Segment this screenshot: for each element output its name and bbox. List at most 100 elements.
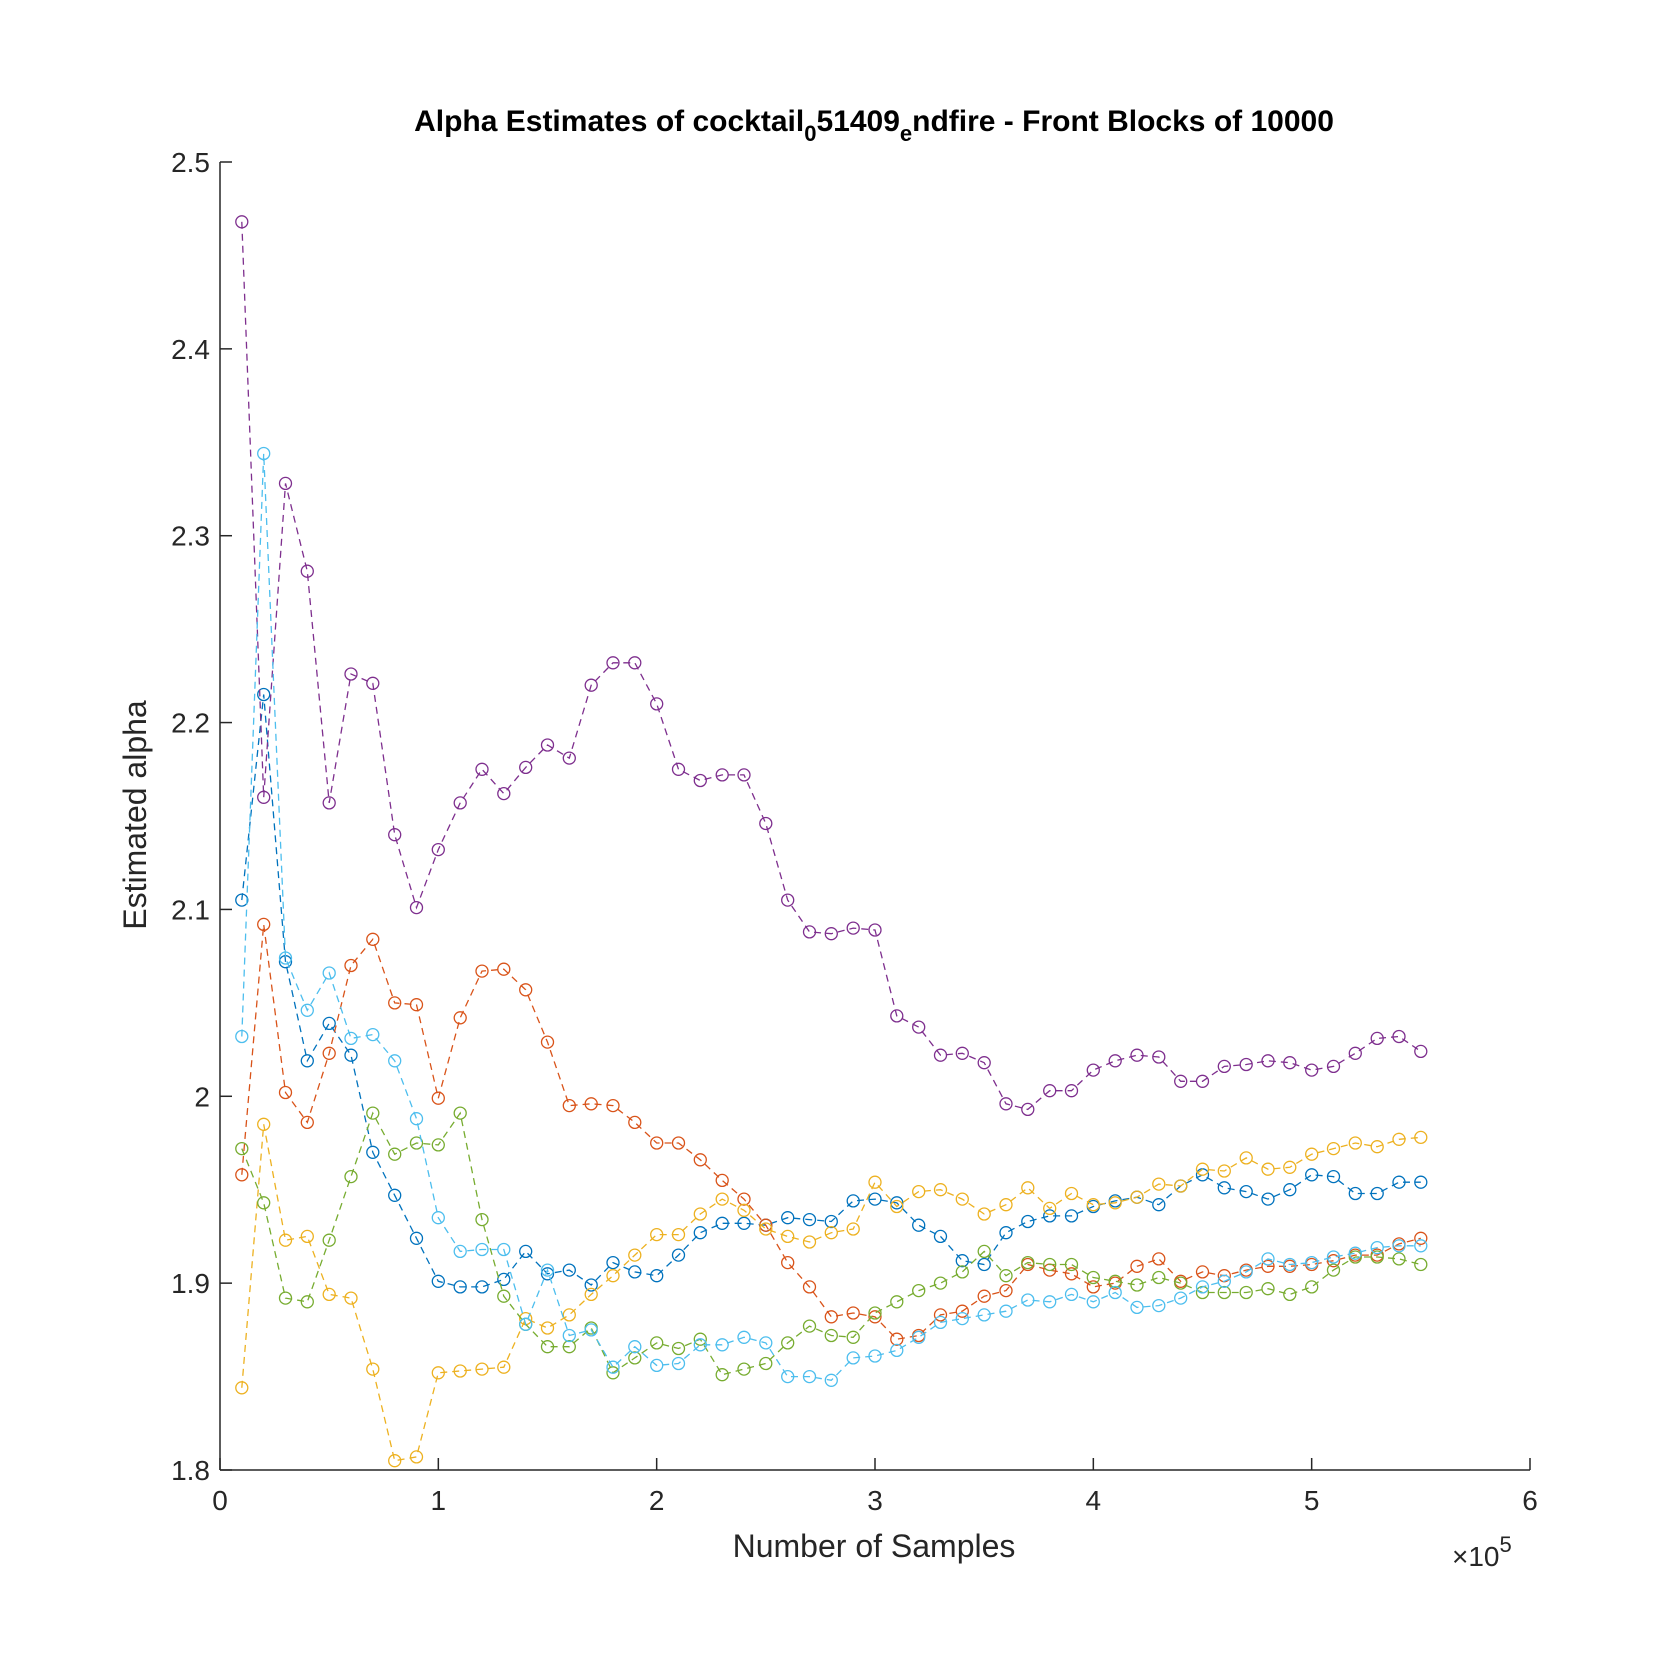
data-point (868, 1175, 882, 1189)
data-point (1108, 1196, 1122, 1210)
data-point (1130, 1190, 1144, 1204)
data-point (715, 1338, 729, 1352)
data-point (344, 1048, 358, 1062)
data-point (846, 1194, 860, 1208)
data-point (868, 1306, 882, 1320)
data-point (628, 1248, 642, 1262)
data-point (890, 1009, 904, 1023)
data-point (715, 1368, 729, 1382)
data-point (671, 1136, 686, 1150)
data-point (1064, 1267, 1079, 1281)
y-axis: 1.8 1.9 2 2.1 2.2 2.3 2.4 2.5 (171, 147, 232, 1486)
data-point (824, 1214, 838, 1229)
y-tick-label: 2.2 (171, 708, 210, 739)
data-point (1239, 1184, 1253, 1199)
data-point (322, 1233, 336, 1247)
data-point (650, 1269, 664, 1283)
data-point (999, 1097, 1013, 1111)
data-point (1326, 1141, 1341, 1156)
data-point (562, 1098, 576, 1113)
data-point (235, 1381, 249, 1395)
data-point (693, 1207, 707, 1221)
data-point (759, 1356, 773, 1371)
data-point (1392, 1175, 1406, 1189)
data-point (693, 1153, 707, 1167)
data-point (475, 1242, 489, 1257)
data-point (737, 1330, 751, 1344)
data-point (1152, 1298, 1166, 1313)
data-point (388, 1054, 402, 1068)
data-point (999, 1269, 1013, 1283)
data-point (628, 1340, 642, 1354)
data-point (1021, 1102, 1035, 1117)
data-point (257, 687, 271, 702)
data-point (278, 951, 293, 965)
data-point (431, 1274, 445, 1288)
data-point (409, 900, 424, 915)
data-point (1348, 1186, 1362, 1201)
data-point (1414, 1231, 1428, 1245)
data-point (409, 998, 424, 1012)
data-point (388, 1147, 402, 1161)
data-point (497, 1360, 511, 1374)
data-point (715, 1192, 729, 1206)
x-tick-label: 1 (431, 1485, 447, 1516)
series-4 (235, 215, 1428, 1117)
data-point (977, 1244, 991, 1259)
data-point (999, 1304, 1013, 1318)
data-point (1348, 1136, 1362, 1150)
data-point (1326, 1250, 1341, 1264)
data-point (1152, 1177, 1166, 1191)
data-point (1261, 1259, 1275, 1273)
data-point (671, 1341, 686, 1356)
data-point (1414, 1044, 1428, 1059)
data-point (1261, 1192, 1275, 1206)
data-point (1326, 1254, 1341, 1268)
data-point (1239, 1265, 1253, 1279)
data-point (1043, 1257, 1057, 1272)
data-point (1043, 1209, 1057, 1223)
data-point (453, 1011, 467, 1025)
data-point (519, 983, 533, 997)
data-point (1326, 1263, 1341, 1277)
data-point (366, 1106, 380, 1120)
data-point (781, 1336, 795, 1350)
data-point (497, 1289, 511, 1303)
data-point (540, 1267, 555, 1281)
data-point (1370, 1240, 1384, 1255)
data-point (671, 1248, 686, 1262)
data-point (868, 1310, 882, 1324)
data-point (257, 790, 271, 804)
data-point (737, 1192, 751, 1206)
data-point (1064, 1257, 1079, 1272)
data-point (1086, 1280, 1100, 1294)
series-3 (235, 1117, 1428, 1468)
data-point (300, 1229, 314, 1244)
x-axis: 0 1 2 3 4 5 6 (212, 1458, 1538, 1516)
data-point (1283, 1257, 1297, 1272)
data-point (912, 1020, 926, 1034)
data-point (1217, 1285, 1231, 1300)
data-point (759, 816, 773, 831)
data-point (519, 1244, 533, 1259)
data-point (824, 1373, 838, 1387)
data-point (278, 1291, 293, 1305)
data-point (540, 1321, 555, 1335)
data-point (955, 1304, 969, 1318)
data-point (497, 1242, 511, 1257)
data-point (1152, 1198, 1166, 1212)
y-tick-label: 2 (194, 1081, 210, 1112)
data-point (1305, 1280, 1319, 1294)
data-point (1152, 1270, 1166, 1285)
data-point (344, 1291, 358, 1305)
x-tick-label: 5 (1304, 1485, 1320, 1516)
data-point (584, 678, 598, 692)
data-point (912, 1283, 926, 1298)
data-point (912, 1330, 926, 1344)
data-point (933, 1048, 948, 1062)
series-line (241, 453, 1421, 1381)
data-point (781, 1255, 795, 1270)
data-point (453, 1280, 467, 1294)
data-point (1174, 1074, 1188, 1088)
